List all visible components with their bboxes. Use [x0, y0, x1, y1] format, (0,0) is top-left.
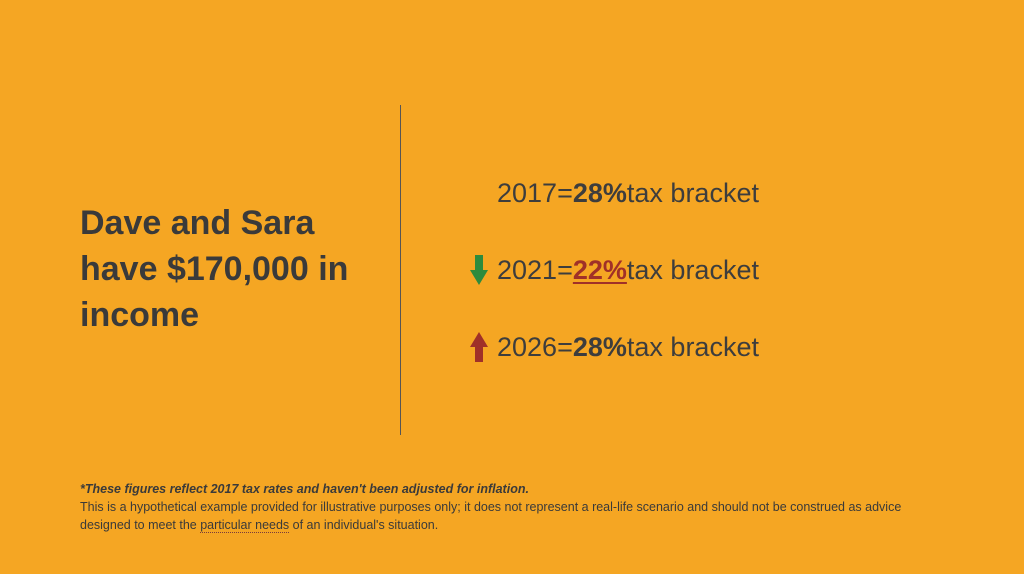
- left-panel: Dave and Sara have $170,000 in income: [80, 201, 390, 339]
- equals: =: [557, 178, 573, 209]
- suffix-label: tax bracket: [627, 178, 759, 209]
- suffix-label: tax bracket: [627, 255, 759, 286]
- equals: =: [557, 255, 573, 286]
- footer-body-dotted: particular needs: [200, 518, 289, 533]
- percent-value: 28%: [573, 178, 627, 209]
- percent-value: 22%: [573, 255, 627, 286]
- footer-note: *These figures reflect 2017 tax rates an…: [80, 480, 944, 498]
- percent-value: 28%: [573, 332, 627, 363]
- year-label: 2026: [497, 332, 557, 363]
- arrow-slot: [461, 332, 497, 362]
- year-label: 2017: [497, 178, 557, 209]
- vertical-divider: [400, 105, 401, 435]
- footer-body: This is a hypothetical example provided …: [80, 498, 944, 534]
- footer-body-post: of an individual's situation.: [289, 518, 438, 532]
- footer-disclaimer: *These figures reflect 2017 tax rates an…: [80, 480, 944, 534]
- arrow-down-icon: [470, 255, 488, 285]
- right-panel: 2017 = 28% tax bracket 2021 = 22% tax br…: [461, 178, 759, 363]
- year-label: 2021: [497, 255, 557, 286]
- tax-row-2017: 2017 = 28% tax bracket: [461, 178, 759, 209]
- arrow-up-icon: [470, 332, 488, 362]
- suffix-label: tax bracket: [627, 332, 759, 363]
- tax-row-2021: 2021 = 22% tax bracket: [461, 255, 759, 286]
- arrow-slot: [461, 255, 497, 285]
- main-content: Dave and Sara have $170,000 in income 20…: [0, 0, 1024, 440]
- tax-row-2026: 2026 = 28% tax bracket: [461, 332, 759, 363]
- equals: =: [557, 332, 573, 363]
- heading-text: Dave and Sara have $170,000 in income: [80, 201, 390, 339]
